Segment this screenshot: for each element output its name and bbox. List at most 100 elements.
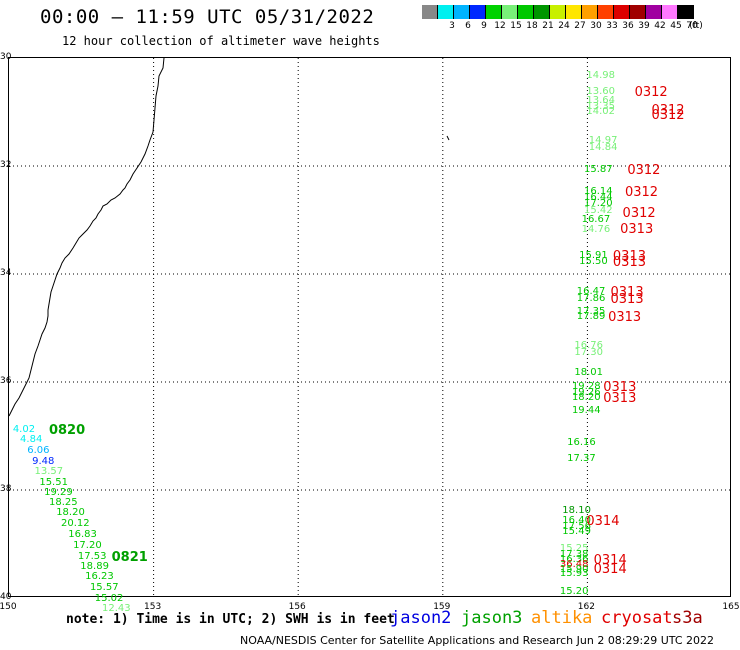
pass-time-label: 0312 — [634, 85, 668, 101]
legend-tick-label: 12 — [494, 21, 506, 31]
wave-height-label: 19.26 — [571, 386, 601, 398]
satellite-name-cryosat: cryosat — [601, 608, 673, 628]
legend-tick-label: 27 — [574, 21, 586, 31]
wave-height-label: 15.91 — [579, 249, 608, 261]
wave-height-label: 9.48 — [32, 456, 55, 467]
pass-time-label: 0312 — [651, 108, 685, 124]
latitude-tick-label: 36 — [0, 376, 12, 386]
wave-height-label: 14.98 — [586, 69, 616, 81]
wave-height-label: 16.76 — [574, 339, 603, 351]
credit-line: NOAA/NESDIS Center for Satellite Applica… — [240, 634, 715, 647]
pass-time-label: 0314 — [586, 514, 620, 530]
legend-tick-label: 3 — [449, 21, 455, 31]
latitude-tick-label: 40 — [0, 592, 12, 602]
wave-height-label: 14.97 — [588, 134, 618, 146]
legend-tick-label: 18 — [526, 21, 538, 31]
legend-unit: (ft) — [689, 21, 703, 31]
pass-time-label: 0313 — [603, 391, 637, 407]
wave-height-label: 17.20 — [583, 197, 613, 209]
legend-swatch — [486, 5, 502, 19]
wave-height-label: 19.44 — [571, 404, 601, 416]
wave-height-label: 17.30 — [574, 346, 603, 358]
legend-tick-label: 39 — [638, 21, 650, 31]
latitude-tick-label: 34 — [0, 268, 12, 278]
legend-swatch — [630, 5, 646, 19]
wave-height-label: 4.02 — [12, 423, 36, 435]
wave-height-label: 16.16 — [567, 437, 596, 449]
legend-swatch — [502, 5, 518, 19]
wave-height-label: 16.23 — [85, 571, 114, 583]
wave-height-label: 17.35 — [576, 305, 606, 317]
wave-height-label: 13.64 — [586, 95, 616, 107]
wave-height-label: 15.93 — [559, 568, 589, 580]
wave-height-label: 17.20 — [73, 539, 102, 551]
legend-swatch — [598, 5, 614, 19]
legend-swatch — [582, 5, 598, 19]
legend-tick-label: 6 — [465, 21, 471, 31]
wave-height-label: 16.36 — [559, 554, 589, 566]
wave-height-label: 18.10 — [562, 504, 591, 516]
pass-time-label: 0312 — [624, 185, 659, 200]
satellite-name-s3a: s3a — [672, 608, 703, 628]
legend-swatch — [422, 5, 438, 19]
wave-height-label: 18.20 — [56, 507, 85, 519]
legend-swatch — [662, 5, 678, 19]
longitude-tick-label: 159 — [433, 602, 451, 612]
legend-swatch — [438, 5, 454, 19]
wave-height-label: 17.89 — [576, 311, 606, 323]
legend-tick-label: 30 — [590, 21, 602, 31]
satellite-name-jason2: jason2 — [390, 608, 452, 628]
wave-height-label: 17.37 — [567, 453, 596, 465]
wave-height-label: 16.40 — [562, 515, 591, 527]
legend-color-bar — [422, 5, 694, 19]
wave-height-label: 12.43 — [101, 603, 131, 615]
longitude-tick-label: 162 — [577, 602, 595, 612]
wave-height-label: 15.25 — [559, 543, 589, 555]
legend-swatch — [566, 5, 582, 19]
wave-height-label: 16.14 — [583, 186, 613, 197]
wave-height-label: 6.06 — [27, 445, 50, 457]
footer-note: note: 1) Time is in UTC; 2) SWH is in fe… — [66, 612, 395, 627]
wave-height-label: 16.44 — [583, 192, 613, 204]
latitude-tick-label: 32 — [0, 160, 12, 170]
pass-time-label: 0313 — [620, 221, 654, 237]
map-plot-area[interactable] — [8, 57, 731, 597]
legend-tick-label: 21 — [542, 21, 554, 31]
wave-height-label: 13.35 — [586, 100, 616, 112]
wave-height-label: 15.87 — [583, 164, 613, 176]
pass-time-label: 0312 — [622, 205, 656, 221]
wave-height-label: 15.57 — [89, 581, 119, 593]
legend-swatch — [534, 5, 550, 19]
wave-height-label: 17.86 — [576, 292, 606, 304]
pass-time-label: 0312 — [627, 163, 661, 179]
wave-height-label: 14.84 — [588, 141, 618, 153]
legend-swatch — [614, 5, 630, 19]
legend-swatch — [550, 5, 566, 19]
longitude-tick-label: 153 — [144, 602, 162, 612]
legend-swatch — [470, 5, 486, 19]
wave-height-label: 36.48 — [559, 558, 589, 570]
longitude-tick-label: 165 — [722, 602, 740, 612]
wave-height-label: 16.83 — [68, 528, 97, 540]
wave-height-label: 16.67 — [581, 214, 611, 226]
pass-time-label: 0313 — [612, 255, 646, 271]
wave-height-label: 15.20 — [559, 585, 589, 597]
latitude-tick-label: 30 — [0, 52, 12, 62]
pass-time-label: 0313 — [610, 291, 644, 307]
wave-height-label: 18.25 — [48, 496, 78, 508]
pass-time-label: 0313 — [608, 310, 642, 326]
longitude-tick-label: 156 — [288, 602, 306, 612]
wave-height-label: 17.56 — [562, 520, 591, 532]
pass-time-label: 0820 — [48, 422, 86, 438]
wave-height-label: 15.02 — [94, 592, 124, 604]
legend-tick-label: 45 — [670, 21, 682, 31]
legend-tick-label: 15 — [510, 21, 522, 31]
wave-height-label: 18.89 — [80, 561, 109, 573]
wave-height-label: 15.90 — [559, 564, 589, 575]
legend-tick-label: 70 — [686, 21, 698, 31]
wave-height-label: 17.53 — [77, 550, 107, 562]
legend-tick-label: 42 — [654, 21, 666, 31]
wave-height-label: 19.29 — [44, 487, 73, 499]
latitude-tick-label: 38 — [0, 484, 12, 494]
legend-tick-label: 33 — [606, 21, 618, 31]
